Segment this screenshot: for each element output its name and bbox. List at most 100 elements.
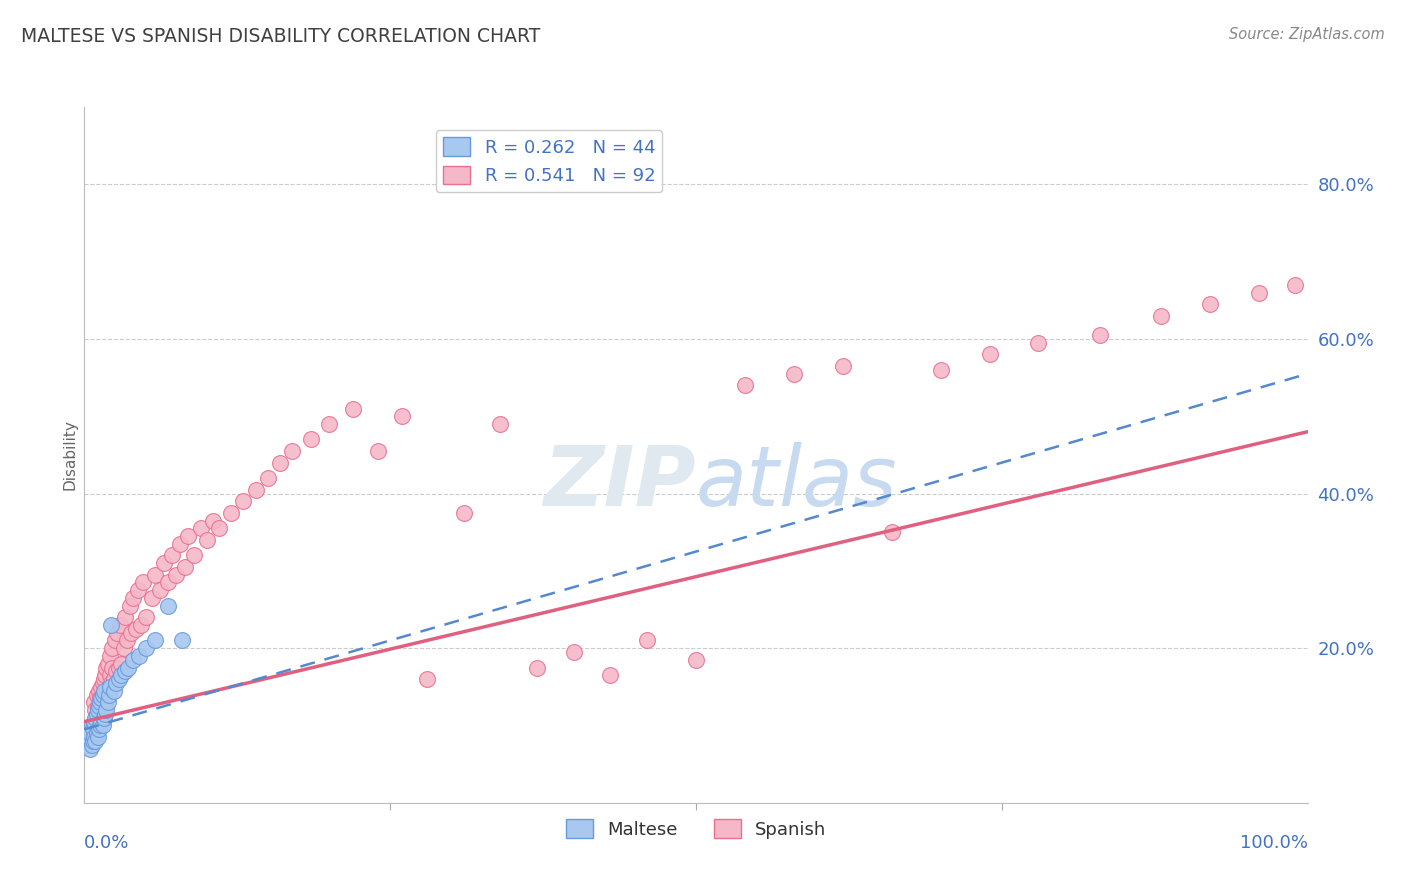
Point	[83, 714, 105, 729]
Point	[93, 672, 115, 686]
Point	[96, 703, 118, 717]
Point	[685, 653, 707, 667]
Point	[90, 699, 112, 714]
Point	[105, 625, 128, 640]
Point	[979, 347, 1001, 361]
Point	[125, 622, 148, 636]
Point	[82, 734, 104, 748]
Point	[114, 610, 136, 624]
Point	[97, 688, 120, 702]
Point	[83, 730, 105, 744]
Point	[77, 738, 100, 752]
Point	[114, 665, 136, 679]
Point	[1284, 277, 1306, 292]
Point	[82, 723, 104, 737]
Point	[89, 703, 111, 717]
Point	[89, 695, 111, 709]
Point	[87, 711, 110, 725]
Point	[122, 591, 145, 605]
Point	[96, 691, 118, 706]
Point	[100, 618, 122, 632]
Point	[120, 625, 142, 640]
Point	[122, 653, 145, 667]
Point	[104, 633, 127, 648]
Point	[91, 706, 114, 721]
Point	[97, 680, 120, 694]
Point	[77, 734, 100, 748]
Point	[929, 363, 952, 377]
Point	[100, 676, 122, 690]
Point	[153, 556, 176, 570]
Point	[103, 683, 125, 698]
Point	[91, 718, 114, 732]
Point	[105, 665, 128, 679]
Point	[1028, 335, 1050, 350]
Text: MALTESE VS SPANISH DISABILITY CORRELATION CHART: MALTESE VS SPANISH DISABILITY CORRELATIO…	[21, 27, 540, 45]
Point	[1150, 309, 1173, 323]
Point	[135, 610, 157, 624]
Text: 100.0%: 100.0%	[1240, 834, 1308, 852]
Point	[132, 575, 155, 590]
Point	[87, 706, 110, 721]
Point	[599, 668, 621, 682]
Point	[831, 359, 853, 373]
Point	[734, 378, 756, 392]
Point	[94, 706, 117, 721]
Point	[1088, 328, 1111, 343]
Point	[143, 633, 166, 648]
Point	[141, 591, 163, 605]
Text: ZIP: ZIP	[543, 442, 696, 524]
Point	[117, 660, 139, 674]
Point	[299, 433, 322, 447]
Point	[128, 648, 150, 663]
Point	[162, 549, 184, 563]
Point	[156, 575, 179, 590]
Text: Source: ZipAtlas.com: Source: ZipAtlas.com	[1229, 27, 1385, 42]
Point	[87, 699, 110, 714]
Point	[391, 409, 413, 424]
Point	[87, 703, 110, 717]
Point	[87, 730, 110, 744]
Point	[129, 618, 152, 632]
Point	[101, 660, 124, 674]
Point	[107, 672, 129, 686]
Point	[101, 641, 124, 656]
Point	[87, 699, 110, 714]
Point	[97, 695, 120, 709]
Point	[489, 417, 512, 431]
Text: atlas: atlas	[696, 442, 897, 524]
Point	[367, 444, 389, 458]
Point	[416, 672, 439, 686]
Point	[83, 695, 105, 709]
Point	[84, 734, 107, 748]
Point	[169, 537, 191, 551]
Point	[190, 521, 212, 535]
Point	[562, 645, 585, 659]
Point	[636, 633, 658, 648]
Point	[93, 683, 115, 698]
Point	[232, 494, 254, 508]
Point	[97, 657, 120, 671]
Point	[91, 676, 114, 690]
Point	[1247, 285, 1270, 300]
Point	[98, 680, 121, 694]
Point	[342, 401, 364, 416]
Point	[84, 703, 107, 717]
Point	[103, 672, 125, 686]
Point	[165, 567, 187, 582]
Point	[79, 741, 101, 756]
Point	[245, 483, 267, 497]
Point	[80, 738, 103, 752]
Point	[880, 525, 903, 540]
Point	[90, 714, 112, 729]
Point	[91, 688, 114, 702]
Point	[98, 648, 121, 663]
Point	[173, 560, 195, 574]
Point	[143, 567, 166, 582]
Point	[110, 668, 132, 682]
Point	[96, 660, 118, 674]
Point	[526, 660, 548, 674]
Point	[108, 618, 131, 632]
Point	[110, 657, 132, 671]
Text: 0.0%: 0.0%	[84, 834, 129, 852]
